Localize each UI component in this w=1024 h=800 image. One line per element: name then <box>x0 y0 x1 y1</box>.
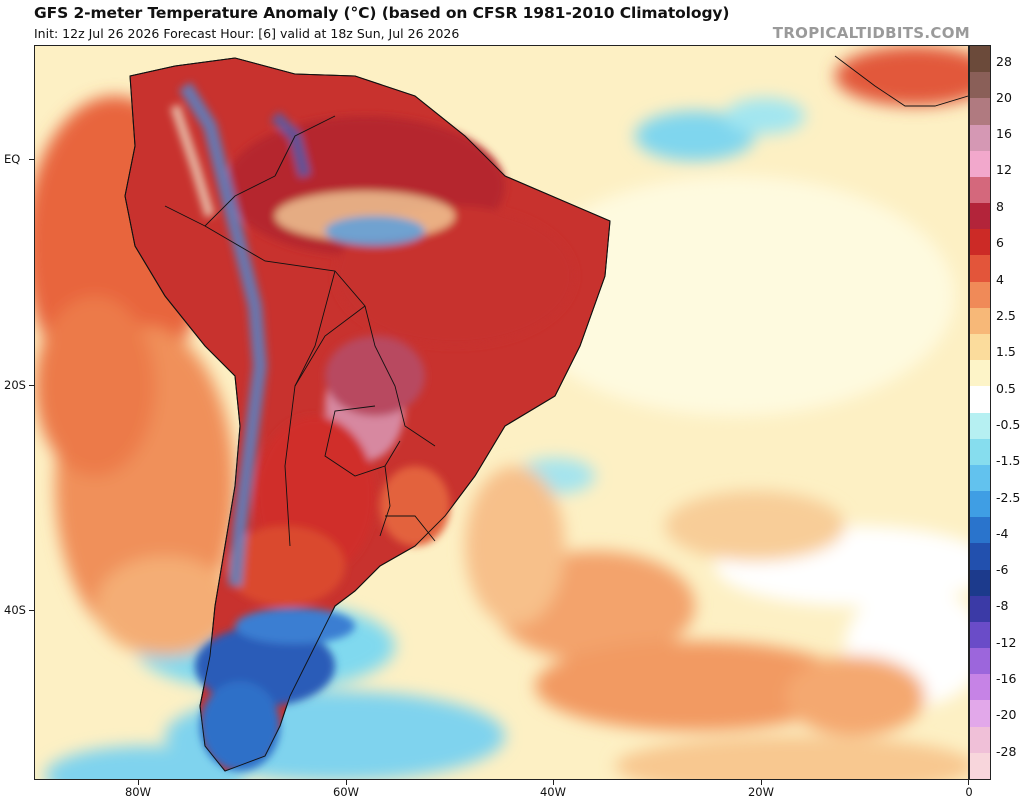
colorbar-segment <box>970 203 990 230</box>
lon-tick-20w <box>761 780 762 785</box>
colorbar-segment <box>970 307 990 335</box>
colorbar-segment <box>970 595 990 623</box>
colorbar-label: 4 <box>996 272 1004 287</box>
colorbar-segment <box>970 360 990 387</box>
map-panel <box>34 45 969 780</box>
colorbar-label: -12 <box>996 635 1017 650</box>
lat-tick-20s <box>29 385 34 386</box>
colorbar-label: -4 <box>996 526 1009 541</box>
lon-label-20w: 20W <box>747 785 774 799</box>
africa-coastline <box>834 55 968 107</box>
colorbar-segment <box>970 229 990 256</box>
colorbar-segment <box>970 752 990 780</box>
colorbar-segment <box>970 438 990 466</box>
lon-label-60w: 60W <box>332 785 359 799</box>
lat-tick-eq <box>29 159 34 160</box>
colorbar-segment <box>970 569 990 597</box>
colorbar-segment <box>970 648 990 675</box>
lon-tick-40w <box>553 780 554 785</box>
anomaly-map <box>35 46 968 779</box>
colorbar-segment <box>970 281 990 309</box>
colorbar-label: 0.5 <box>996 381 1016 396</box>
land-anomaly-shading <box>170 82 575 771</box>
colorbar-segment <box>970 98 990 126</box>
colorbar-label: -0.5 <box>996 417 1021 432</box>
lat-tick-40s <box>29 610 34 611</box>
lon-label-0: 0 <box>965 785 973 799</box>
colorbar-segment <box>970 72 990 99</box>
watermark: TROPICALTIDBITS.COM <box>772 24 970 42</box>
colorbar-segment <box>970 124 990 152</box>
colorbar-segment <box>970 412 990 440</box>
colorbar-label: 28 <box>996 54 1012 69</box>
colorbar-label: -8 <box>996 598 1009 613</box>
colorbar-segment <box>970 674 990 701</box>
colorbar-segment <box>970 176 990 204</box>
lat-label-40s: 40S <box>4 603 26 617</box>
lon-tick-60w <box>346 780 347 785</box>
lat-label-eq: EQ <box>4 152 21 166</box>
colorbar-label: -6 <box>996 562 1009 577</box>
colorbar-segment <box>970 726 990 754</box>
colorbar-label: 1.5 <box>996 344 1016 359</box>
colorbar-label: -20 <box>996 707 1017 722</box>
colorbar-segment <box>970 621 990 649</box>
colorbar-segment <box>970 543 990 571</box>
lat-label-20s: 20S <box>4 378 26 392</box>
map-title: GFS 2-meter Temperature Anomaly (°C) (ba… <box>34 4 730 22</box>
colorbar-segment <box>970 333 990 361</box>
colorbar-label: -2.5 <box>996 490 1021 505</box>
colorbar-label: 2.5 <box>996 308 1016 323</box>
colorbar-segment <box>970 46 990 73</box>
colorbar-label: 20 <box>996 90 1012 105</box>
map-subtitle: Init: 12z Jul 26 2026 Forecast Hour: [6]… <box>34 26 460 41</box>
colorbar-segment <box>970 491 990 518</box>
colorbar-label: 12 <box>996 162 1012 177</box>
colorbar-segment <box>970 386 990 413</box>
colorbar-label: 6 <box>996 235 1004 250</box>
lon-tick-0 <box>968 780 969 785</box>
colorbar-segment <box>970 464 990 492</box>
colorbar-label: -16 <box>996 671 1017 686</box>
colorbar-segment <box>970 700 990 728</box>
lon-tick-80w <box>138 780 139 785</box>
colorbar-segment <box>970 150 990 178</box>
colorbar-label: 16 <box>996 126 1012 141</box>
colorbar-segment <box>970 255 990 283</box>
country-borders <box>124 57 611 772</box>
colorbar-label: -28 <box>996 744 1017 759</box>
colorbar <box>969 45 991 780</box>
colorbar-segment <box>970 517 990 544</box>
colorbar-label: 8 <box>996 199 1004 214</box>
lon-label-80w: 80W <box>124 785 151 799</box>
colorbar-label: -1.5 <box>996 453 1021 468</box>
lon-label-40w: 40W <box>539 785 566 799</box>
